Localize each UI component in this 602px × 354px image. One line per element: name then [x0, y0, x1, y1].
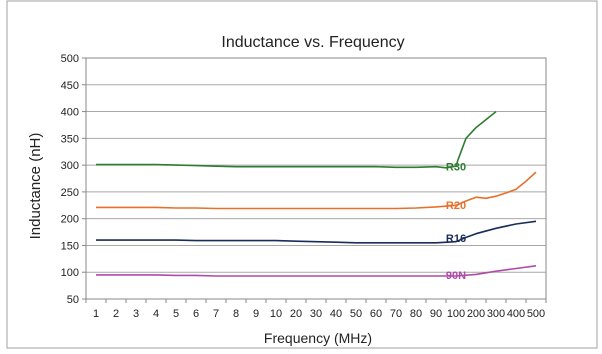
series-line-r16: [96, 220, 537, 244]
series-labels: R30 R20 R16 90N: [446, 161, 466, 282]
y-tick-label: 300: [61, 160, 79, 172]
x-tick-label: 2: [113, 308, 119, 320]
x-tick-label: 40: [330, 308, 342, 320]
x-tick-label: 200: [467, 308, 485, 320]
x-tick-label: 5: [173, 308, 179, 320]
x-tick-label: 60: [370, 308, 382, 320]
chart-title: Inductance vs. Frequency: [221, 34, 404, 51]
x-axis-label: Frequency (MHz): [264, 330, 372, 346]
x-tick-label: 300: [487, 308, 505, 320]
y-tick-label: 50: [67, 294, 79, 306]
x-tick-label: 3: [133, 308, 139, 320]
x-tick-label: 6: [193, 308, 199, 320]
series-label-r16: R16: [446, 233, 466, 245]
y-axis-ticks: 50 100 150 200 250 300 350 400 450 500: [61, 53, 86, 306]
x-tick-label: 50: [350, 308, 362, 320]
x-tick-label: 70: [390, 308, 402, 320]
x-tick-label: 20: [290, 308, 302, 320]
plot-area: [85, 57, 547, 300]
y-tick-label: 200: [61, 214, 79, 226]
series-label-r20: R20: [446, 200, 466, 212]
x-tick-label: 100: [447, 308, 465, 320]
y-tick-label: 400: [61, 107, 79, 119]
x-tick-label: 4: [153, 308, 159, 320]
x-tick-label: 80: [410, 308, 422, 320]
y-tick-label: 100: [61, 267, 79, 279]
y-axis-label: Inductance (nH): [27, 133, 44, 240]
x-tick-label: 10: [270, 308, 282, 320]
series-line-r30: [96, 110, 497, 169]
series-line-r20: [96, 171, 537, 210]
chart-border: [6, 0, 598, 349]
y-tick-label: 450: [61, 80, 79, 92]
series-label-r30: R30: [446, 161, 466, 173]
series-lines: [96, 110, 537, 277]
x-tick-label: 9: [253, 308, 259, 320]
series-label-90n: 90N: [446, 270, 466, 282]
y-tick-label: 250: [61, 187, 79, 199]
x-tick-label: 400: [507, 308, 525, 320]
x-tick-label: 30: [310, 308, 322, 320]
y-tick-label: 350: [61, 133, 79, 145]
y-tick-label: 500: [61, 53, 79, 65]
x-tick-label: 1: [93, 308, 99, 320]
series-line-90n: [96, 265, 537, 277]
y-tick-label: 150: [61, 240, 79, 252]
x-tick-label: 500: [527, 308, 545, 320]
x-tick-label: 90: [430, 308, 442, 320]
x-tick-label: 7: [213, 308, 219, 320]
x-axis-ticks: 1 2 3 4 5 6 7 8 9 10 20 30 40 50 60 70 80 90 100 200 300 400 5…: [85, 299, 547, 320]
x-tick-label: 8: [233, 308, 239, 320]
